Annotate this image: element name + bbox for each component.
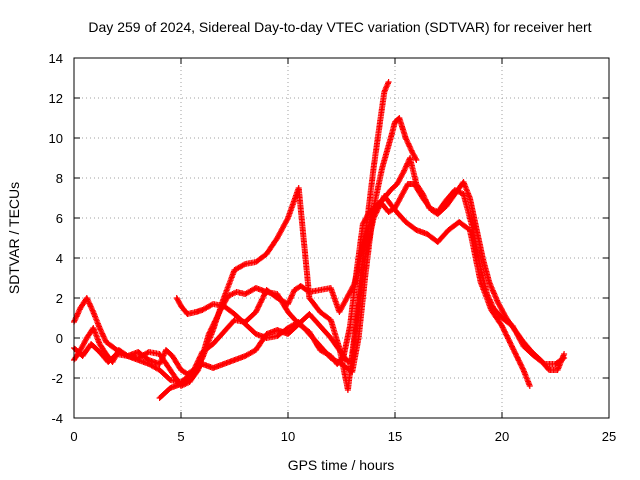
- y-tick-label: -2: [51, 371, 63, 386]
- y-tick-label: 6: [56, 211, 63, 226]
- y-tick-label: 10: [49, 131, 63, 146]
- axis-ticks: 0 5 10 15 20 25 -4 -2 0 2 4 6 8 10 12 14: [49, 51, 617, 444]
- data-points: [71, 79, 568, 401]
- grid-lines: [74, 58, 609, 418]
- x-tick-label: 0: [70, 429, 77, 444]
- y-tick-label: 14: [49, 51, 63, 66]
- chart-title: Day 259 of 2024, Sidereal Day-to-day VTE…: [88, 19, 591, 35]
- x-axis-label: GPS time / hours: [288, 457, 395, 473]
- x-tick-label: 10: [281, 429, 295, 444]
- y-tick-label: 2: [56, 291, 63, 306]
- series-track-5: [173, 115, 420, 375]
- x-tick-label: 25: [602, 429, 616, 444]
- y-tick-label: 4: [56, 251, 63, 266]
- y-tick-label: 12: [49, 91, 63, 106]
- x-tick-label: 15: [388, 429, 402, 444]
- x-tick-label: 20: [495, 429, 509, 444]
- x-tick-label: 5: [177, 429, 184, 444]
- plot-frame: [73, 57, 610, 419]
- y-tick-label: 0: [56, 331, 63, 346]
- y-tick-label: 8: [56, 171, 63, 186]
- y-axis-label: SDTVAR / TECUs: [6, 182, 22, 294]
- y-tick-label: -4: [51, 411, 63, 426]
